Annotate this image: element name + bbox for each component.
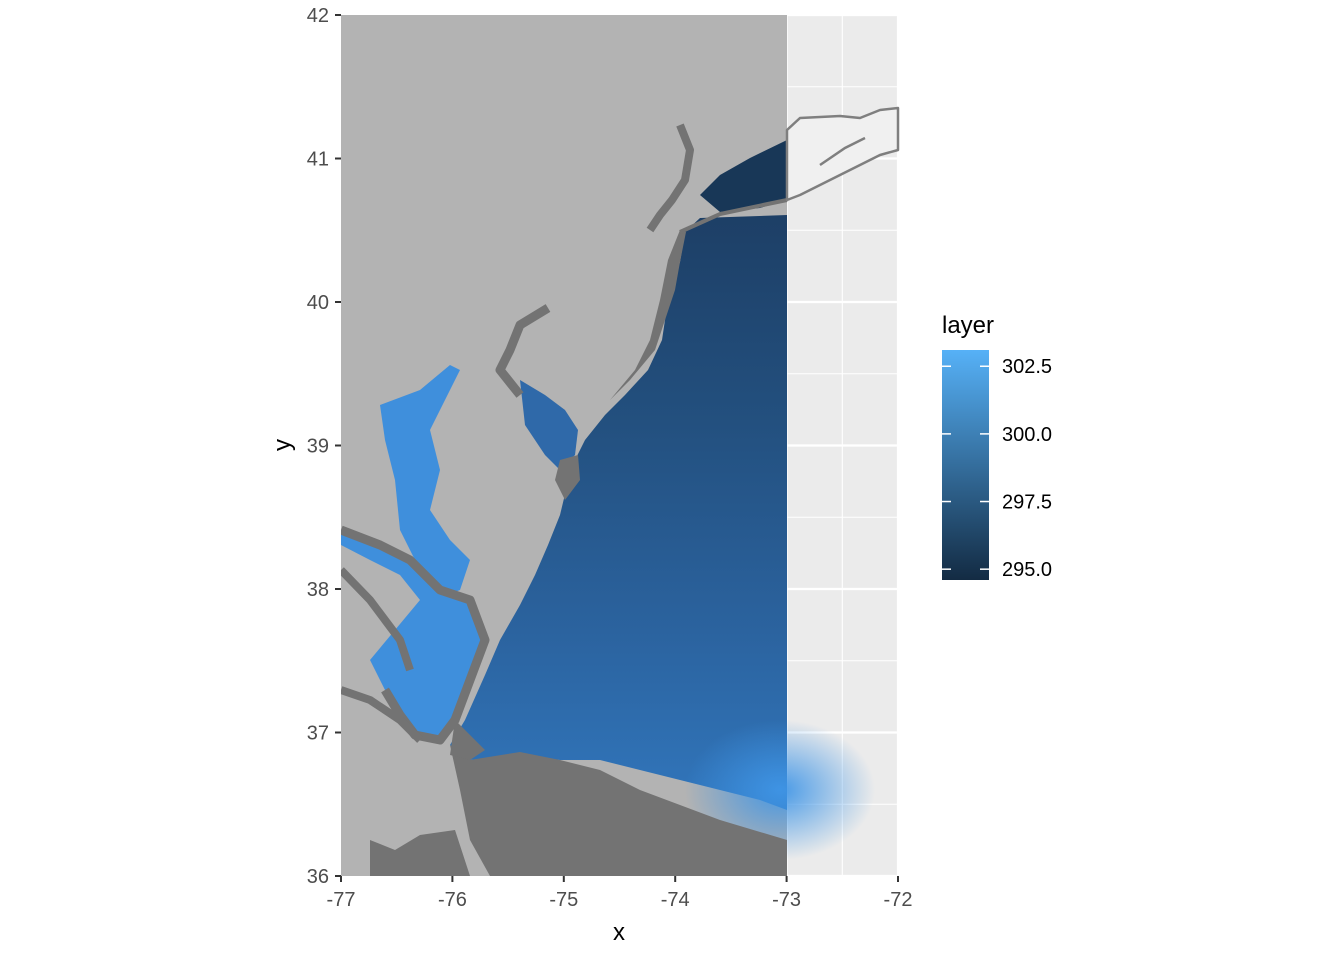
james-shore [341, 686, 423, 743]
nc-coast-shallow [450, 745, 787, 876]
y-tick-label-6: 42 [307, 5, 329, 27]
y-tick-label-1: 37 [307, 723, 329, 745]
x-axis: -77 -76 -75 -74 -73 -72 [327, 876, 913, 911]
legend: layer 295.0 297.5 300.0 302.5 [942, 312, 1052, 581]
y-tick-label-0: 36 [307, 866, 329, 888]
nj-coast [600, 230, 686, 410]
legend-title: layer [942, 312, 994, 339]
legend-colorbar [942, 350, 989, 580]
li-south-shore [679, 198, 788, 234]
y-tick-label-5: 41 [307, 149, 329, 171]
x-tick-label-5: -72 [884, 889, 913, 911]
x-tick-label-3: -74 [661, 889, 690, 911]
hudson-river [646, 123, 694, 233]
ocean-raster [450, 215, 787, 810]
delmarva-coast [555, 455, 580, 500]
legend-label-0: 295.0 [1002, 559, 1052, 581]
legend-ticks: 295.0 297.5 300.0 302.5 [942, 356, 1052, 581]
x-axis-title: x [613, 919, 625, 946]
va-coast [450, 720, 485, 760]
y-tick-label-2: 38 [307, 579, 329, 601]
coast-outline [785, 106, 900, 202]
chesapeake-bay [341, 530, 485, 740]
x-tick-label-0: -77 [327, 889, 356, 911]
x-tick-label-4: -73 [772, 889, 801, 911]
southern-land [370, 830, 470, 876]
y-axis: 36 37 38 39 40 41 42 [307, 5, 341, 888]
delaware-river [495, 304, 551, 398]
y-tick-label-3: 39 [307, 436, 329, 458]
x-tick-label-2: -75 [549, 889, 578, 911]
sound-water [700, 140, 787, 212]
legend-label-1: 297.5 [1002, 492, 1052, 514]
legend-label-2: 300.0 [1002, 424, 1052, 446]
potomac-shore [341, 567, 414, 672]
x-tick-label-1: -76 [438, 889, 467, 911]
y-axis-title: y [269, 439, 296, 451]
chesapeake-upper [380, 365, 470, 600]
delaware-bay [520, 380, 578, 470]
legend-label-3: 302.5 [1002, 356, 1052, 378]
y-tick-label-4: 40 [307, 292, 329, 314]
